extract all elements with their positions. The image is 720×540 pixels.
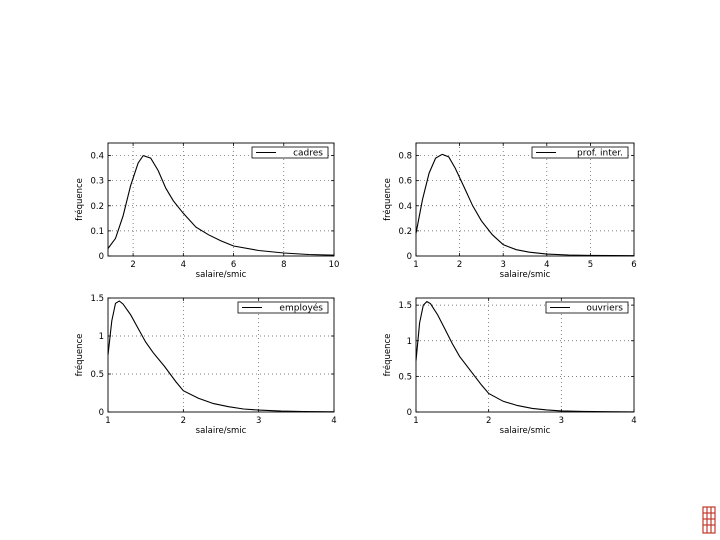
legend-label: ouvriers bbox=[586, 304, 623, 314]
x-tick-label: 1 bbox=[413, 416, 418, 426]
y-tick-label: 0.6 bbox=[398, 177, 412, 187]
y-tick-label: 0.8 bbox=[398, 152, 412, 162]
x-tick-label: 3 bbox=[559, 416, 564, 426]
chart-panel-2: 1 2 3 4 5 6 0 0.2 0.4 0.6 0.8 salaire/smic fréquence… bbox=[382, 142, 637, 280]
y-tick-label: 0 bbox=[99, 252, 104, 262]
x-tick-label: 6 bbox=[231, 260, 236, 270]
y-tick-label: 1 bbox=[407, 337, 412, 347]
y-tick-label: 0 bbox=[99, 408, 104, 418]
y-tick-label: 0.4 bbox=[398, 202, 412, 212]
y-tick-label: 0.1 bbox=[90, 227, 104, 237]
x-tick-label: 4 bbox=[331, 416, 336, 426]
x-tick-label: 4 bbox=[631, 416, 636, 426]
y-tick-label: 0.4 bbox=[90, 152, 104, 162]
x-tick-label: 2 bbox=[457, 260, 462, 270]
legend-label: cadres bbox=[293, 149, 323, 159]
y-tick-label: 0.3 bbox=[90, 177, 104, 187]
legend-box bbox=[237, 301, 329, 314]
x-tick-label: 3 bbox=[500, 260, 505, 270]
x-tick-label: 1 bbox=[105, 416, 110, 426]
x-tick-label: 4 bbox=[181, 260, 186, 270]
y-tick-label: 0.2 bbox=[90, 202, 104, 212]
x-tick-label: 3 bbox=[256, 416, 261, 426]
x-tick-label: 10 bbox=[329, 260, 340, 270]
y-axis-label: fréquence bbox=[382, 334, 393, 377]
y-axis-label: fréquence bbox=[382, 178, 393, 221]
x-tick-label: 1 bbox=[413, 260, 418, 270]
legend-label: prof. inter. bbox=[577, 149, 623, 159]
axes-frame bbox=[107, 297, 335, 413]
y-axis-label: fréquence bbox=[74, 178, 85, 221]
x-axis-label: salaire/smic bbox=[500, 270, 551, 280]
y-tick-label: 1.5 bbox=[90, 294, 104, 304]
x-tick-label: 4 bbox=[544, 260, 549, 270]
series-line-1 bbox=[415, 153, 635, 257]
x-axis-label: salaire/smic bbox=[196, 426, 247, 436]
y-tick-label: 1.5 bbox=[398, 301, 412, 311]
x-axis-label: salaire/smic bbox=[196, 270, 247, 280]
y-tick-label: 0.2 bbox=[398, 227, 412, 237]
series-line-1 bbox=[415, 300, 635, 413]
series-line-1 bbox=[107, 300, 335, 413]
x-tick-label: 2 bbox=[181, 416, 186, 426]
legend-label: employés bbox=[279, 303, 323, 314]
chart-panel-4: 1 2 3 4 0 0.5 1 1.5 salaire/smic fréquence ouvrier… bbox=[382, 297, 637, 436]
x-tick-label: 8 bbox=[281, 260, 286, 270]
y-tick-label: 0 bbox=[407, 408, 412, 418]
x-axis-label: salaire/smic bbox=[500, 426, 551, 436]
y-axis-label: fréquence bbox=[74, 334, 85, 377]
y-tick-label: 1 bbox=[99, 332, 104, 342]
y-tick-label: 0.5 bbox=[398, 372, 412, 382]
axes-frame bbox=[415, 142, 635, 257]
axes-frame bbox=[415, 297, 635, 413]
legend-box bbox=[531, 146, 629, 159]
y-tick-label: 0.5 bbox=[90, 370, 104, 380]
chart-panel-3: 1 2 3 4 0 0.5 1 1.5 salaire/smic fréquence employé… bbox=[74, 294, 337, 436]
legend-box bbox=[251, 146, 329, 159]
x-tick-label: 2 bbox=[486, 416, 491, 426]
chart-panel-1: 2 4 6 8 10 0 0.1 0.2 0.3 0.4 salaire/smic fréquence… bbox=[74, 142, 340, 280]
x-tick-label: 2 bbox=[130, 260, 135, 270]
axes-frame bbox=[107, 142, 335, 257]
x-tick-label: 6 bbox=[631, 260, 636, 270]
x-tick-label: 5 bbox=[588, 260, 593, 270]
logo-grid-icon bbox=[702, 506, 716, 534]
legend-box bbox=[545, 301, 629, 314]
series-line-1 bbox=[107, 154, 335, 256]
y-tick-label: 0 bbox=[407, 252, 412, 262]
